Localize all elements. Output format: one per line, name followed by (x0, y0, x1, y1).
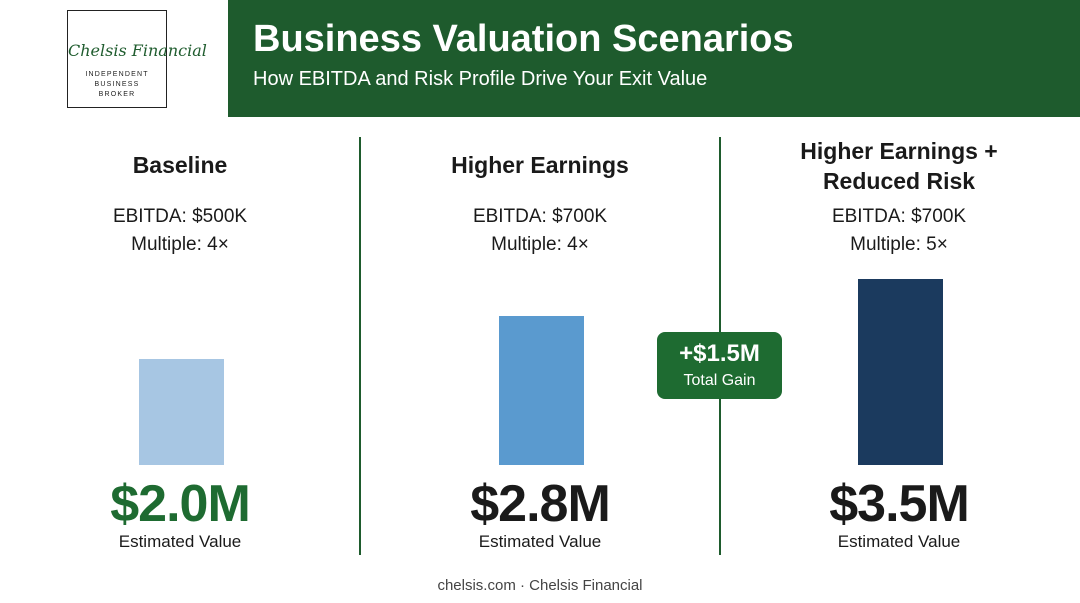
brand-tagline-line: BUSINESS (94, 81, 140, 88)
scenario-ebitda: EBITDA: $700K (472, 206, 608, 227)
estimated-value-caption: Estimated Value (118, 532, 242, 551)
brand-name: Chelsis Financial (68, 41, 207, 60)
estimated-value-caption: Estimated Value (837, 532, 961, 551)
total-gain-value: +$1.5M (679, 340, 760, 367)
estimated-value-caption: Estimated Value (478, 532, 602, 551)
brand-tagline-line: INDEPENDENT (85, 71, 149, 78)
footer-text: chelsis.com · Chelsis Financial (437, 577, 643, 594)
scenario-title: Baseline (30, 150, 330, 180)
scenario-title-line: Baseline (132, 152, 228, 178)
brand-tagline: INDEPENDENT BUSINESS BROKER (68, 70, 166, 100)
estimated-value: $2.8M (470, 475, 611, 533)
total-gain-badge: +$1.5M Total Gain (657, 332, 782, 399)
scenario-title-line: Reduced Risk (822, 168, 976, 194)
scenario-multiple: Multiple: 5× (850, 234, 948, 255)
total-gain-label: Total Gain (683, 372, 756, 389)
scenario-ebitda: EBITDA: $700K (831, 206, 967, 227)
scenario-title: Higher Earnings + Reduced Risk (749, 136, 1049, 196)
valuation-bar (139, 358, 224, 465)
page-subtitle: How EBITDA and Risk Profile Drive Your E… (253, 68, 708, 90)
valuation-bar (858, 278, 943, 465)
scenario-ebitda: EBITDA: $500K (112, 206, 248, 227)
scenario-metrics: EBITDA: $700K Multiple: 4× (390, 203, 690, 259)
scenario-multiple: Multiple: 4× (491, 234, 589, 255)
brand-logo: Chelsis Financial INDEPENDENT BUSINESS B… (67, 10, 207, 108)
scenario-metrics: EBITDA: $500K Multiple: 4× (30, 203, 330, 259)
brand-tagline-line: BROKER (98, 91, 136, 98)
page-title: Business Valuation Scenarios (253, 18, 794, 60)
scenario-multiple: Multiple: 4× (131, 234, 229, 255)
header-banner: Business Valuation Scenarios How EBITDA … (228, 0, 1080, 117)
scenario-title-line: Higher Earnings + (800, 138, 998, 164)
scenario-title: Higher Earnings (390, 150, 690, 180)
valuation-bar (499, 316, 584, 465)
estimated-value: $2.0M (110, 475, 251, 533)
scenario-metrics: EBITDA: $700K Multiple: 5× (749, 203, 1049, 259)
scenario-title-line: Higher Earnings (451, 152, 629, 178)
estimated-value: $3.5M (829, 475, 970, 533)
column-divider (359, 137, 361, 555)
